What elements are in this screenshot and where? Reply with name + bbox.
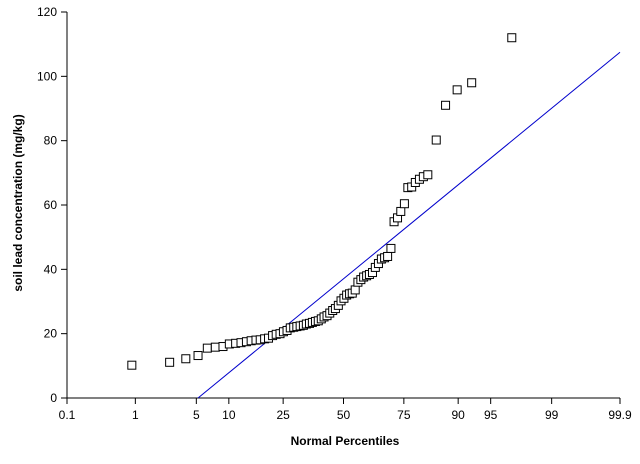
data-point — [423, 170, 433, 180]
data-point — [386, 243, 396, 253]
x-tick-label: 99.9 — [608, 408, 632, 422]
x-tick-label: 10 — [222, 408, 236, 422]
y-tick-label: 80 — [44, 134, 58, 148]
y-tick-label: 100 — [37, 69, 57, 83]
data-point — [383, 251, 393, 261]
data-point — [467, 78, 477, 88]
data-point — [452, 85, 462, 95]
data-point — [399, 199, 409, 209]
data-point — [127, 360, 137, 370]
data-point — [202, 343, 212, 353]
y-tick-label: 40 — [44, 262, 58, 276]
data-point — [210, 342, 220, 352]
data-point — [441, 100, 451, 110]
y-tick-label: 0 — [50, 391, 57, 405]
x-tick-label: 1 — [132, 408, 139, 422]
x-tick-label: 0.1 — [59, 408, 76, 422]
x-tick-label: 99 — [545, 408, 559, 422]
y-tick-label: 120 — [37, 5, 57, 19]
x-tick-label: 75 — [397, 408, 411, 422]
data-point — [165, 357, 175, 367]
x-tick-label: 90 — [451, 408, 465, 422]
y-tick-label: 60 — [44, 198, 58, 212]
x-tick-label: 95 — [484, 408, 498, 422]
reference-line-group — [197, 51, 621, 399]
data-points — [127, 33, 517, 370]
axis-ticks: 0 20 40 60 80 100 120 0.1 1 5 10 25 50 75 90 95 99 99.9 — [37, 5, 632, 422]
x-tick-label: 25 — [276, 408, 290, 422]
data-point — [431, 135, 441, 145]
data-point — [181, 354, 191, 364]
data-point — [193, 351, 203, 361]
y-axis-title: soil lead concentration (mg/kg) — [11, 114, 25, 291]
x-tick-label: 50 — [337, 408, 351, 422]
plot-axes — [66, 12, 620, 399]
data-point — [350, 285, 360, 295]
reference-line — [197, 51, 621, 399]
x-tick-label: 5 — [193, 408, 200, 422]
data-point — [396, 206, 406, 216]
y-tick-label: 20 — [44, 327, 58, 341]
x-axis-title: Normal Percentiles — [291, 434, 400, 448]
data-point — [507, 33, 517, 43]
